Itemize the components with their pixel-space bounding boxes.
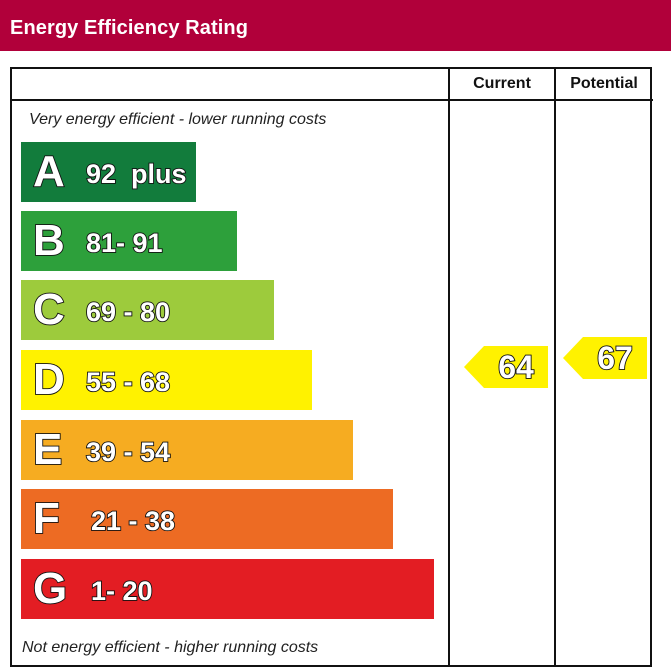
page-title: Energy Efficiency Rating bbox=[10, 17, 249, 39]
rating-band-d: D 55 - 68 bbox=[21, 350, 312, 410]
current-rating-value: 64 bbox=[497, 348, 534, 386]
current-column-divider bbox=[448, 67, 450, 667]
band-range: 55 - 68 bbox=[85, 366, 171, 398]
potential-rating-value: 67 bbox=[596, 339, 633, 377]
potential-column-divider bbox=[554, 67, 556, 667]
band-range: 92 plus bbox=[85, 158, 187, 190]
rating-band-c: C 69 - 80 bbox=[21, 280, 274, 340]
band-letter: C bbox=[32, 284, 66, 335]
band-letter: G bbox=[32, 563, 68, 614]
band-range: 1- 20 bbox=[90, 575, 153, 607]
band-range: 39 - 54 bbox=[85, 436, 171, 468]
band-range: 69 - 80 bbox=[85, 296, 171, 328]
potential-rating-arrow bbox=[563, 337, 647, 379]
band-letter: F bbox=[32, 493, 61, 544]
current-rating-arrow bbox=[464, 346, 548, 388]
potential-rating-marker bbox=[563, 337, 647, 379]
band-letter: B bbox=[32, 215, 66, 266]
current-column-header: Current bbox=[473, 75, 531, 92]
bottom-caption: Not energy efficient - higher running co… bbox=[22, 639, 319, 656]
current-rating-marker bbox=[464, 346, 548, 388]
rating-band-g: G 1- 20 bbox=[21, 559, 434, 619]
top-caption: Very energy efficient - lower running co… bbox=[29, 111, 327, 128]
band-range: 21 - 38 bbox=[90, 505, 176, 537]
table-header-divider bbox=[10, 99, 653, 101]
band-letter: E bbox=[32, 424, 63, 475]
header-bar: Energy Efficiency Rating bbox=[0, 0, 671, 51]
potential-column-header: Potential bbox=[570, 75, 638, 92]
rating-band-a: A 92 plus bbox=[21, 142, 196, 202]
band-range: 81- 91 bbox=[85, 227, 163, 259]
rating-band-b: B 81- 91 bbox=[21, 211, 237, 271]
band-letter: A bbox=[32, 146, 66, 197]
rating-band-e: E 39 - 54 bbox=[21, 420, 353, 480]
band-letter: D bbox=[32, 354, 66, 405]
rating-band-f: F 21 - 38 bbox=[21, 489, 393, 549]
